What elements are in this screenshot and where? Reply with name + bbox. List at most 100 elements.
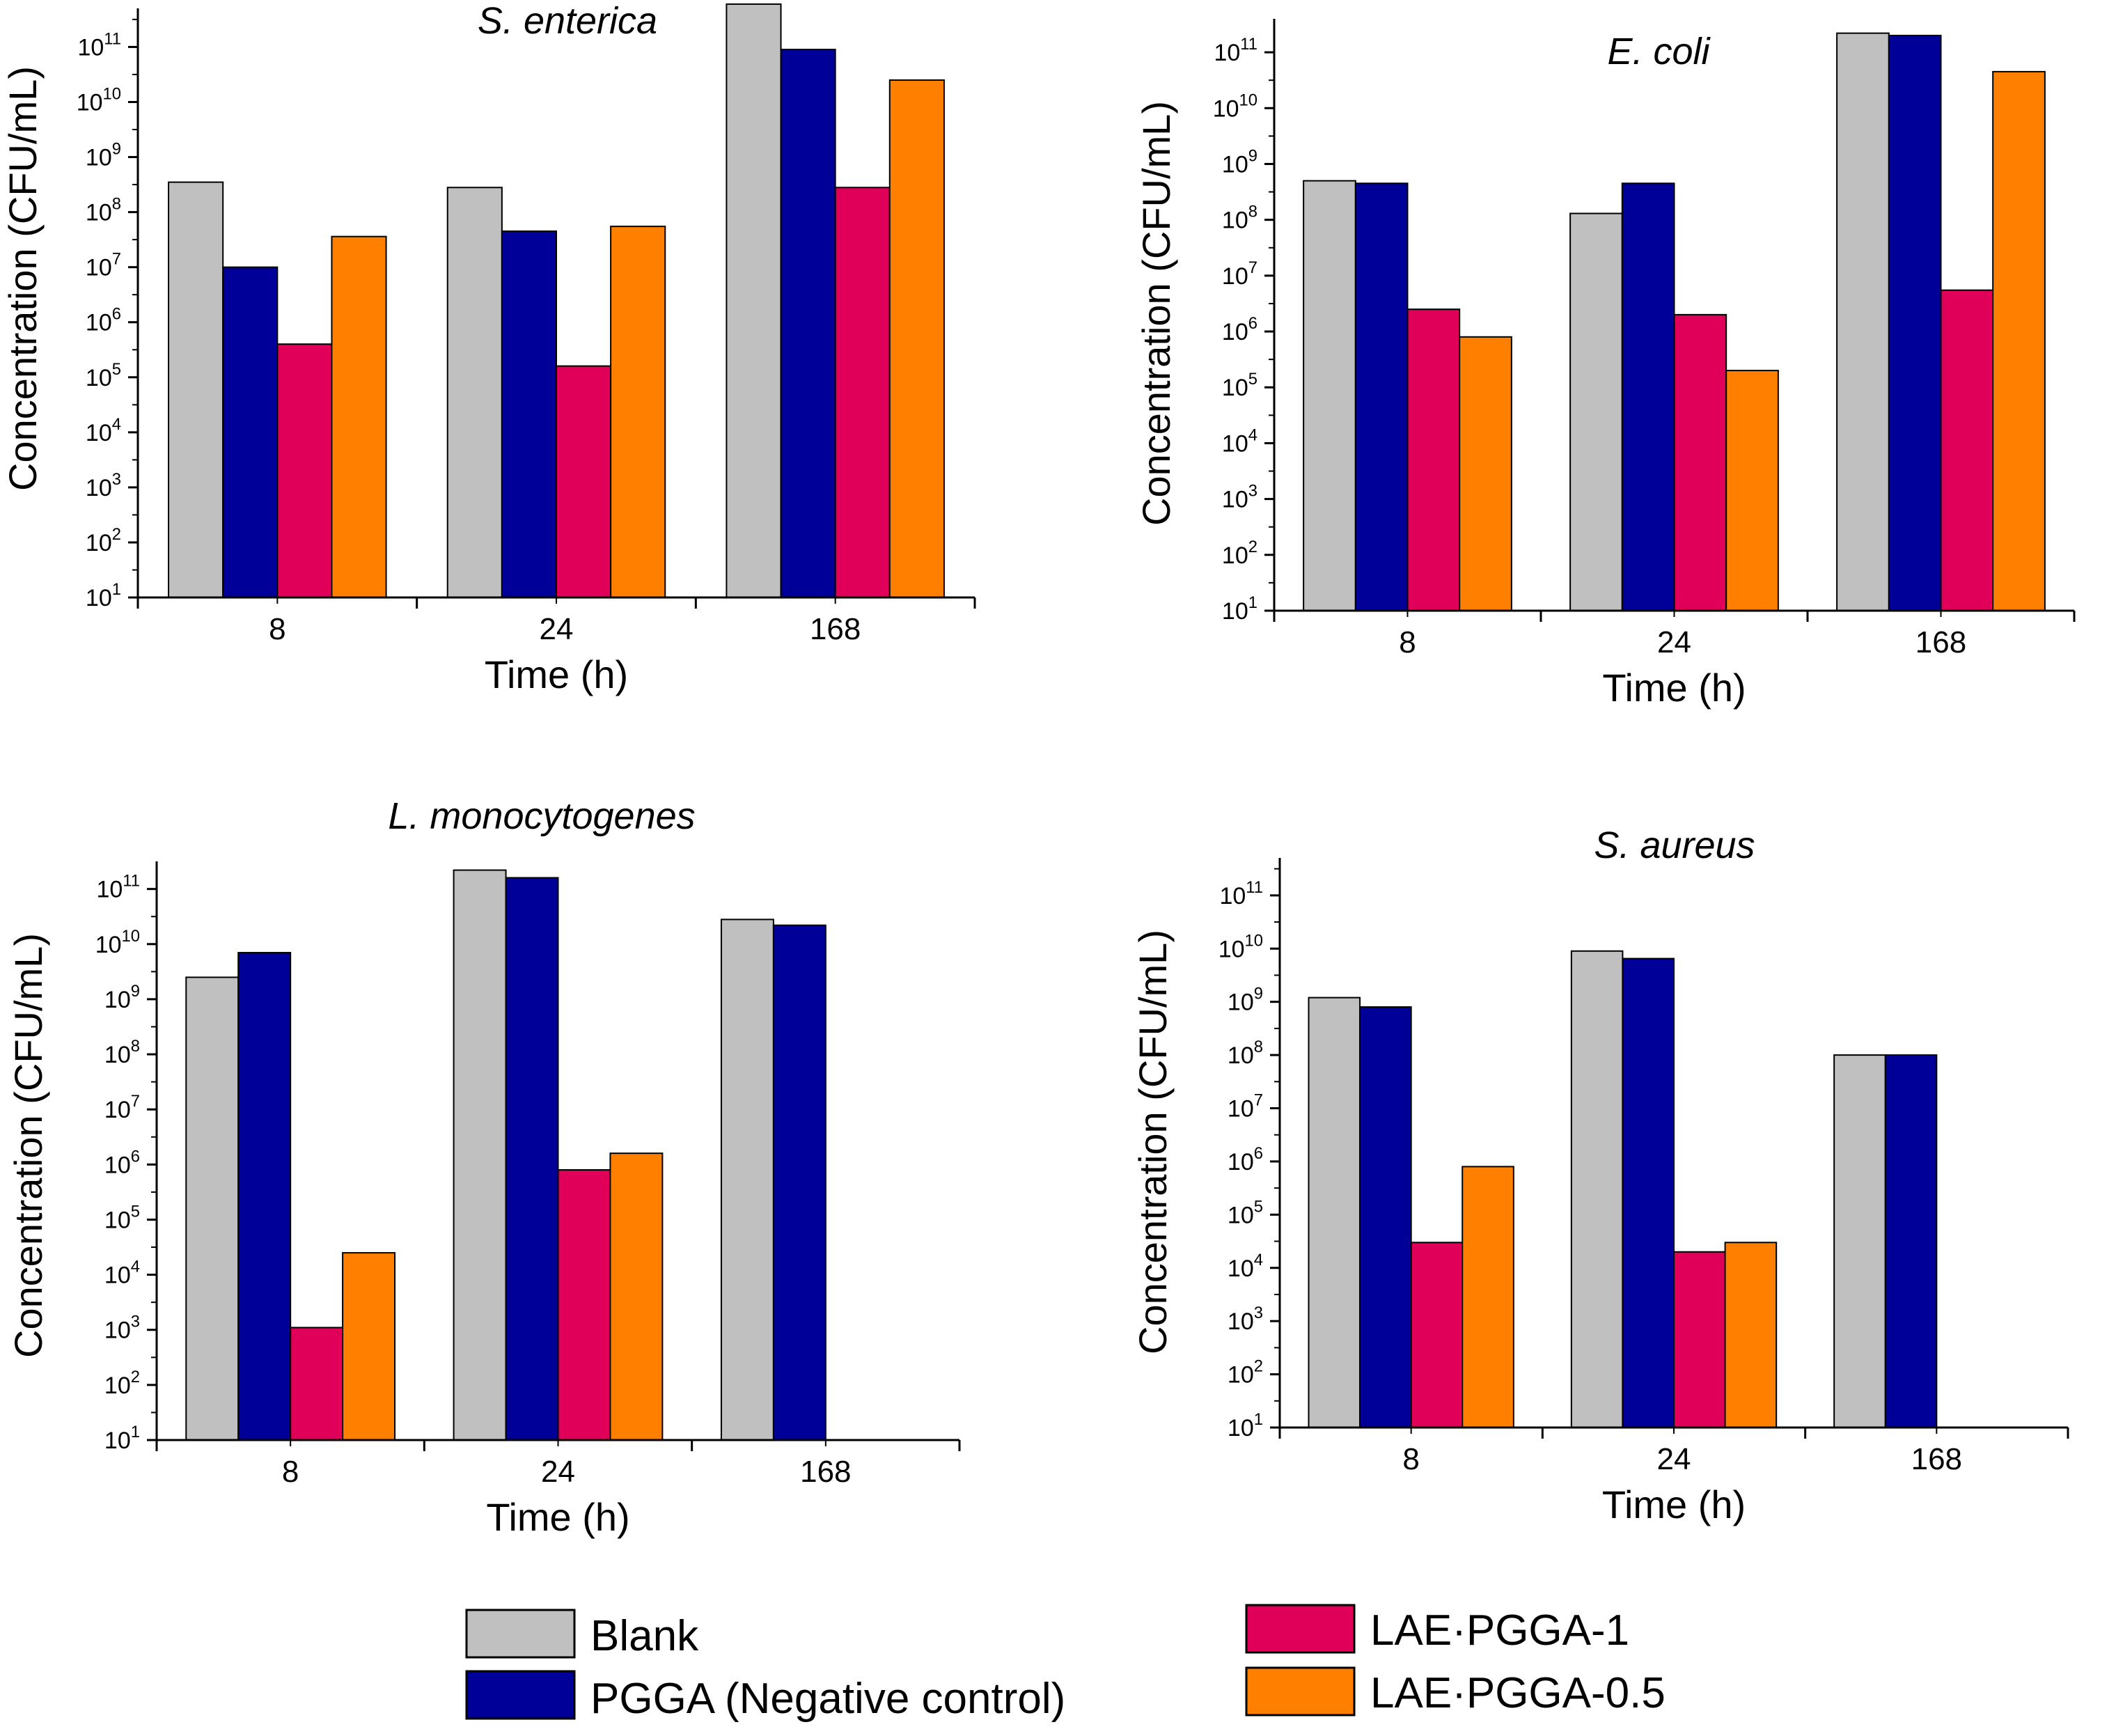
y-tick-exponent: 1 [131, 1423, 140, 1441]
y-tick-exponent: 4 [112, 415, 121, 434]
legend-item-2: PGGA (Negative control) [465, 1670, 1065, 1723]
y-tick-label: 107 [1222, 258, 1257, 290]
y-tick-label: 101 [1228, 1410, 1263, 1441]
bar-24h-series-3 [1673, 1251, 1726, 1428]
y-tick-label: 103 [104, 1313, 140, 1344]
bar-168h-series-1 [1836, 32, 1890, 611]
y-tick-exponent: 9 [1248, 146, 1257, 165]
y-tick-exponent: 4 [1248, 425, 1257, 444]
bar-168h-series-2 [1888, 34, 1942, 611]
bar-168h-series-4 [888, 79, 945, 599]
y-tick-exponent: 5 [131, 1202, 140, 1221]
y-tick-label: 101 [86, 580, 121, 611]
y-tick-exponent: 10 [1245, 931, 1263, 950]
y-tick-label: 108 [1228, 1038, 1263, 1069]
y-tick-exponent: 8 [1248, 203, 1257, 221]
x-tick-label-168: 168 [1915, 625, 1966, 659]
legend-label: LAE·PGGA-0.5 [1370, 1669, 1666, 1717]
x-tick-label-24: 24 [1657, 1442, 1691, 1476]
y-tick-exponent: 5 [1248, 370, 1257, 389]
y-tick-exponent: 2 [1248, 538, 1257, 556]
x-tick-label-24: 24 [540, 612, 574, 646]
x-axis-title: Time (h) [485, 652, 628, 696]
legend-item-4: LAE·PGGA-0.5 [1245, 1666, 1666, 1717]
y-tick-exponent: 7 [1254, 1091, 1263, 1110]
y-tick-exponent: 10 [103, 84, 121, 103]
x-tick-label-168: 168 [810, 612, 861, 646]
y-axis-title: Concentration (CFU/mL) [1, 66, 45, 491]
bar-168h-series-3 [834, 187, 891, 598]
y-tick-exponent: 5 [112, 360, 121, 379]
y-tick-exponent: 8 [112, 195, 121, 214]
y-tick-exponent: 5 [1254, 1197, 1263, 1216]
legend-item-3: LAE·PGGA-1 [1245, 1604, 1629, 1655]
y-tick-exponent: 8 [1254, 1038, 1263, 1056]
y-tick-exponent: 11 [104, 29, 121, 48]
x-tick-label-8: 8 [282, 1455, 299, 1489]
y-tick-label: 101 [104, 1423, 140, 1454]
y-tick-label: 108 [86, 195, 121, 226]
bar-8h-series-4 [331, 235, 387, 599]
y-tick-label: 104 [86, 415, 121, 446]
y-tick-exponent: 10 [122, 927, 140, 946]
bar-24h-series-2 [501, 230, 557, 599]
bar-8h-series-1 [168, 181, 224, 598]
y-tick-exponent: 11 [1246, 878, 1263, 897]
y-tick-label: 105 [86, 360, 121, 391]
x-axis-title: Time (h) [486, 1495, 629, 1539]
y-axis-title: Concentration (CFU/mL) [1134, 101, 1178, 526]
y-tick-label: 1010 [1218, 931, 1263, 962]
panel-title: S. aureus [1594, 824, 1755, 866]
bar-168h-series-2 [772, 924, 826, 1441]
y-tick-label: 1011 [1214, 35, 1257, 66]
bar-24h-series-2 [1622, 957, 1675, 1428]
y-tick-label: 106 [1222, 314, 1257, 345]
y-tick-exponent: 10 [1239, 91, 1257, 109]
y-tick-exponent: 9 [112, 140, 121, 159]
legend-item-1: Blank [465, 1609, 699, 1660]
bar-24h-series-4 [1725, 370, 1779, 611]
bar-168h-series-1 [1833, 1054, 1886, 1428]
y-tick-label: 1011 [77, 29, 121, 61]
bar-24h-series-4 [1724, 1242, 1778, 1428]
x-tick-label-24: 24 [541, 1455, 575, 1489]
y-tick-exponent: 1 [112, 580, 121, 599]
x-axis-title: Time (h) [1602, 1483, 1746, 1526]
bar-24h-series-3 [1673, 313, 1727, 611]
y-tick-exponent: 6 [112, 305, 121, 324]
y-tick-exponent: 3 [112, 470, 121, 489]
y-tick-label: 1010 [95, 927, 140, 958]
bar-8h-series-3 [276, 343, 333, 598]
y-tick-label: 102 [1228, 1357, 1263, 1389]
x-tick-label-8: 8 [1402, 1442, 1419, 1476]
y-tick-exponent: 3 [131, 1313, 140, 1331]
bar-168h-series-1 [726, 3, 782, 599]
bar-8h-series-1 [1303, 180, 1356, 612]
bar-168h-series-1 [720, 918, 774, 1441]
bar-24h-series-3 [557, 1168, 611, 1441]
y-tick-label: 108 [1222, 203, 1257, 234]
bar-24h-series-1 [446, 187, 503, 598]
y-tick-exponent: 4 [131, 1258, 140, 1276]
bar-8h-series-1 [1308, 996, 1361, 1429]
y-tick-label: 103 [1228, 1304, 1263, 1335]
y-tick-exponent: 1 [1254, 1410, 1263, 1429]
bar-24h-series-1 [1570, 950, 1624, 1428]
bar-8h-series-1 [185, 976, 240, 1441]
bar-24h-series-1 [453, 869, 507, 1441]
bar-24h-series-3 [556, 365, 612, 598]
y-tick-label: 1011 [1219, 878, 1263, 909]
bar-8h-series-3 [1406, 308, 1461, 611]
bar-24h-series-1 [1569, 212, 1623, 611]
panel-title: L. monocytogenes [388, 795, 695, 837]
y-tick-label: 103 [1222, 482, 1257, 513]
legend: Blank PGGA (Negative control) LAE·PGGA-1 LA… [465, 1604, 1666, 1723]
x-tick-label-168: 168 [1911, 1442, 1962, 1476]
y-tick-exponent: 7 [1248, 258, 1257, 277]
bar-8h-series-3 [290, 1327, 344, 1441]
bar-168h-series-3 [1940, 289, 1994, 611]
y-tick-label: 105 [1228, 1197, 1263, 1228]
